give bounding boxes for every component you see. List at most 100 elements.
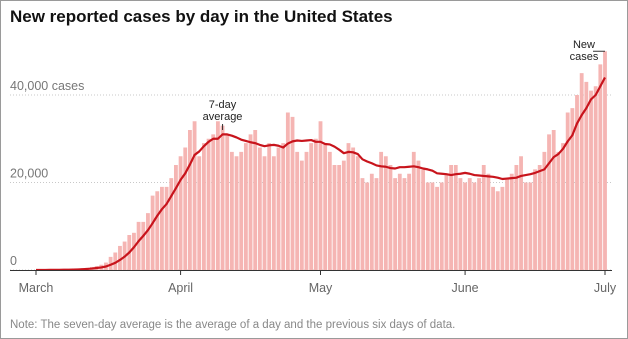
y-tick-label: 40,000 cases bbox=[10, 79, 84, 93]
bar bbox=[486, 173, 491, 270]
bar bbox=[281, 143, 286, 270]
bar bbox=[225, 134, 230, 270]
bar bbox=[174, 165, 178, 270]
bar bbox=[337, 165, 342, 270]
bar bbox=[477, 178, 481, 270]
bar bbox=[290, 116, 295, 270]
bar bbox=[323, 143, 328, 270]
bar bbox=[491, 186, 495, 270]
bar bbox=[365, 182, 370, 270]
bar bbox=[379, 151, 384, 270]
bar bbox=[439, 182, 444, 270]
bar bbox=[257, 147, 262, 270]
bar bbox=[472, 182, 477, 270]
bar bbox=[561, 143, 565, 270]
bar bbox=[211, 134, 216, 270]
bar bbox=[435, 186, 440, 270]
bar bbox=[164, 186, 169, 270]
bar bbox=[509, 173, 514, 270]
bar bbox=[374, 178, 379, 270]
bar bbox=[575, 95, 579, 270]
bar bbox=[467, 178, 472, 270]
bar bbox=[253, 130, 258, 270]
bar bbox=[500, 186, 505, 270]
bar bbox=[136, 221, 141, 270]
bar bbox=[183, 147, 188, 270]
bar bbox=[388, 165, 393, 270]
bar bbox=[421, 169, 426, 270]
x-tick-label: June bbox=[452, 281, 479, 295]
bar bbox=[425, 182, 430, 270]
bar bbox=[369, 173, 374, 270]
bar bbox=[453, 165, 458, 270]
bar bbox=[393, 178, 398, 270]
x-tick-label: July bbox=[594, 281, 617, 295]
bar bbox=[215, 121, 220, 270]
bar bbox=[579, 73, 584, 270]
bar bbox=[533, 169, 537, 270]
bar bbox=[178, 156, 183, 270]
bar bbox=[449, 165, 454, 270]
bar bbox=[565, 112, 570, 270]
bar bbox=[416, 160, 421, 270]
average-line bbox=[36, 76, 606, 272]
bar bbox=[495, 191, 500, 270]
bar bbox=[556, 151, 561, 270]
bar bbox=[346, 143, 351, 270]
bar bbox=[383, 156, 388, 270]
bar bbox=[584, 81, 589, 270]
bar bbox=[206, 138, 211, 270]
annotation: cases bbox=[570, 51, 599, 63]
bar bbox=[192, 121, 197, 270]
bar bbox=[160, 186, 164, 270]
bar bbox=[276, 147, 281, 270]
bar bbox=[108, 256, 113, 270]
bar bbox=[542, 151, 547, 270]
bar bbox=[341, 160, 346, 270]
bar bbox=[351, 147, 356, 270]
bar bbox=[220, 125, 225, 270]
bar bbox=[528, 182, 533, 270]
annotation: 7-day bbox=[209, 99, 237, 111]
bar bbox=[327, 151, 332, 270]
bar bbox=[593, 86, 598, 270]
bar bbox=[589, 90, 593, 270]
bar bbox=[537, 165, 542, 270]
bar bbox=[355, 156, 360, 270]
bar bbox=[411, 151, 416, 270]
bar bbox=[234, 156, 239, 270]
bar bbox=[444, 173, 449, 270]
y-tick-label: 20,000 bbox=[10, 167, 48, 181]
bar bbox=[113, 252, 118, 270]
bar bbox=[243, 143, 248, 270]
bar bbox=[197, 156, 202, 270]
bar bbox=[570, 108, 575, 270]
bar bbox=[547, 134, 551, 270]
bar bbox=[146, 213, 150, 270]
bar bbox=[304, 151, 309, 270]
bar bbox=[295, 151, 300, 270]
bar bbox=[150, 195, 155, 270]
bar bbox=[598, 64, 603, 270]
bar bbox=[360, 178, 365, 270]
bar bbox=[313, 138, 318, 270]
bar bbox=[318, 121, 323, 270]
bar bbox=[463, 182, 467, 270]
bar bbox=[397, 173, 402, 270]
bar bbox=[141, 221, 146, 270]
x-tick-label: March bbox=[19, 281, 54, 295]
chart-title: New reported cases by day in the United … bbox=[10, 7, 393, 26]
bar bbox=[603, 51, 607, 270]
bar bbox=[262, 156, 267, 270]
bar bbox=[458, 178, 463, 270]
bar bbox=[155, 191, 160, 270]
bar bbox=[187, 130, 192, 270]
bar bbox=[201, 143, 206, 270]
bar bbox=[505, 178, 509, 270]
bar bbox=[132, 232, 136, 270]
y-tick-label: 0 bbox=[10, 254, 17, 268]
note: Note: The seven-day average is the avera… bbox=[10, 319, 455, 331]
bar bbox=[551, 130, 556, 270]
bar bbox=[271, 156, 276, 270]
